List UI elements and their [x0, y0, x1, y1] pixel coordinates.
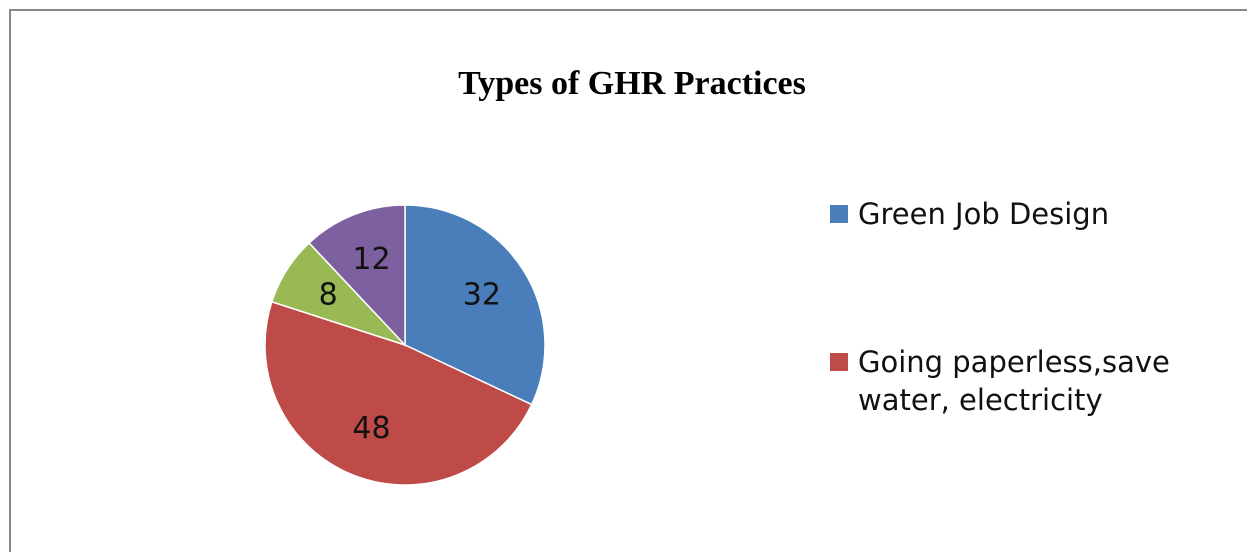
chart-title: Types of GHR Practices: [458, 65, 806, 102]
value-label: 48: [352, 411, 390, 446]
value-label: 32: [463, 278, 501, 313]
frame: [9, 9, 1247, 552]
pie-slice: [404, 204, 546, 406]
legend-label: Green Job Design: [858, 197, 1110, 231]
legend-entry: Going paperless,save water, electricity: [830, 343, 1220, 419]
pie-slice: [264, 300, 533, 486]
legend-label: Going paperless,save water, electricity: [858, 345, 1170, 417]
legend-entry: Green Job Design: [830, 195, 1220, 233]
legend: Green Job Design Going paperless,save wat…: [830, 195, 1220, 529]
legend-swatch: [830, 205, 848, 223]
value-label: 12: [352, 242, 390, 277]
pie-slice: [308, 204, 406, 347]
legend-swatch: [830, 353, 848, 371]
value-label: 8: [319, 278, 338, 313]
